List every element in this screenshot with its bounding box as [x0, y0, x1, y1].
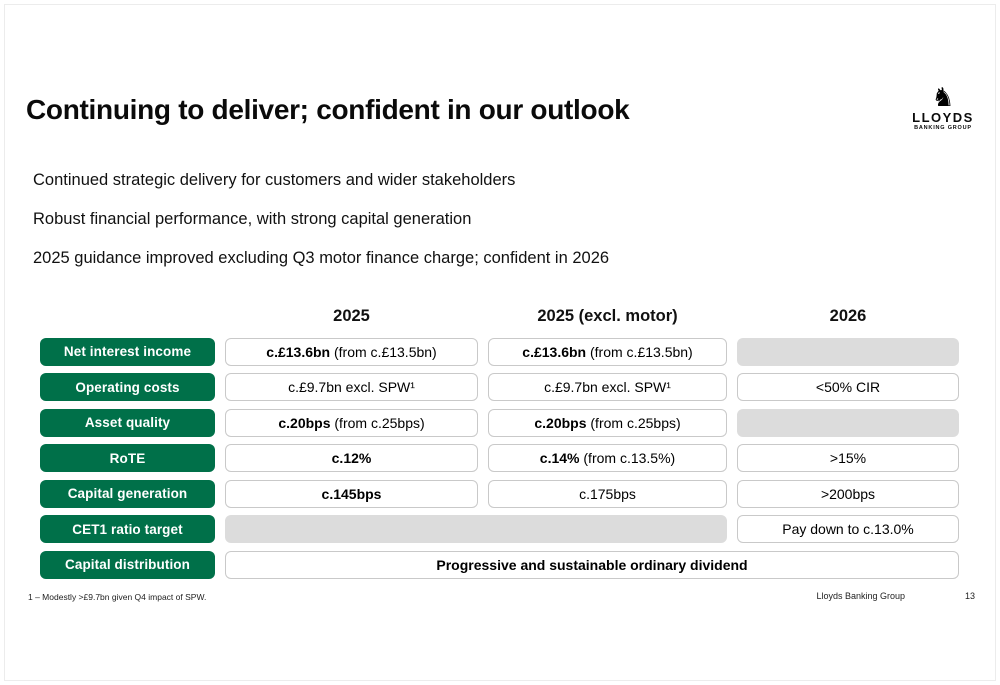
table-cell: c.£13.6bn (from c.£13.5bn) — [488, 337, 727, 366]
column-header-2025-excl-motor: 2025 (excl. motor) — [537, 306, 678, 325]
table-cell: c.£13.6bn (from c.£13.5bn) — [225, 337, 478, 366]
table-cell: c.20bps (from c.25bps) — [225, 408, 478, 437]
row-label-capital-distribution: Capital distribution — [40, 550, 215, 579]
row-label-operating-costs: Operating costs — [40, 373, 215, 401]
table-cell-empty — [737, 337, 959, 366]
header-spacer — [40, 302, 215, 330]
row-label-asset-quality: Asset quality — [40, 408, 215, 437]
table-cell: c.20bps (from c.25bps) — [488, 408, 727, 437]
bullet-line: Robust financial performance, with stron… — [33, 210, 472, 228]
column-header-2026: 2026 — [829, 306, 867, 325]
row-label-capital-generation: Capital generation — [40, 479, 215, 508]
page-title: Continuing to deliver; confident in our … — [26, 94, 630, 125]
table-cell: Progressive and sustainable ordinary div… — [225, 550, 959, 579]
table-cell-empty — [737, 408, 959, 437]
column-header-2025: 2025 — [333, 306, 370, 325]
table-cell: c.175bps — [488, 479, 727, 508]
row-label-net-interest-income: Net interest income — [40, 337, 215, 366]
table-cell-empty — [225, 515, 727, 543]
table-cell: >200bps — [737, 479, 959, 508]
table-cell: c.£9.7bn excl. SPW¹ — [488, 373, 727, 401]
table-cell: >15% — [737, 444, 959, 472]
summary-bullets: Continued strategic delivery for custome… — [33, 168, 609, 285]
table-cell: Pay down to c.13.0% — [737, 515, 959, 543]
row-label-cet1-ratio-target: CET1 ratio target — [40, 515, 215, 543]
bullet-line: Continued strategic delivery for custome… — [33, 171, 516, 189]
table-cell: c.14% (from c.13.5%) — [488, 444, 727, 472]
horse-icon: ♞ — [931, 82, 955, 112]
table-cell: c.£9.7bn excl. SPW¹ — [225, 373, 478, 401]
bullet-line: 2025 guidance improved excluding Q3 moto… — [33, 249, 610, 267]
table-cell: c.12% — [225, 444, 478, 472]
footer-page-number: 13 — [964, 591, 975, 601]
row-label-rote: RoTE — [40, 444, 215, 472]
footnote: 1 – Modestly >£9.7bn given Q4 impact of … — [28, 592, 207, 602]
logo-subtitle: BANKING GROUP — [914, 124, 972, 131]
lloyds-logo: ♞ LLOYDS BANKING GROUP — [904, 84, 982, 131]
guidance-table: 2025 2025 (excl. motor) 2026 Net interes… — [40, 302, 959, 579]
footer-company: Lloyds Banking Group — [816, 591, 905, 601]
logo-wordmark: LLOYDS — [912, 110, 974, 125]
table-cell: <50% CIR — [737, 373, 959, 401]
table-cell: c.145bps — [225, 479, 478, 508]
